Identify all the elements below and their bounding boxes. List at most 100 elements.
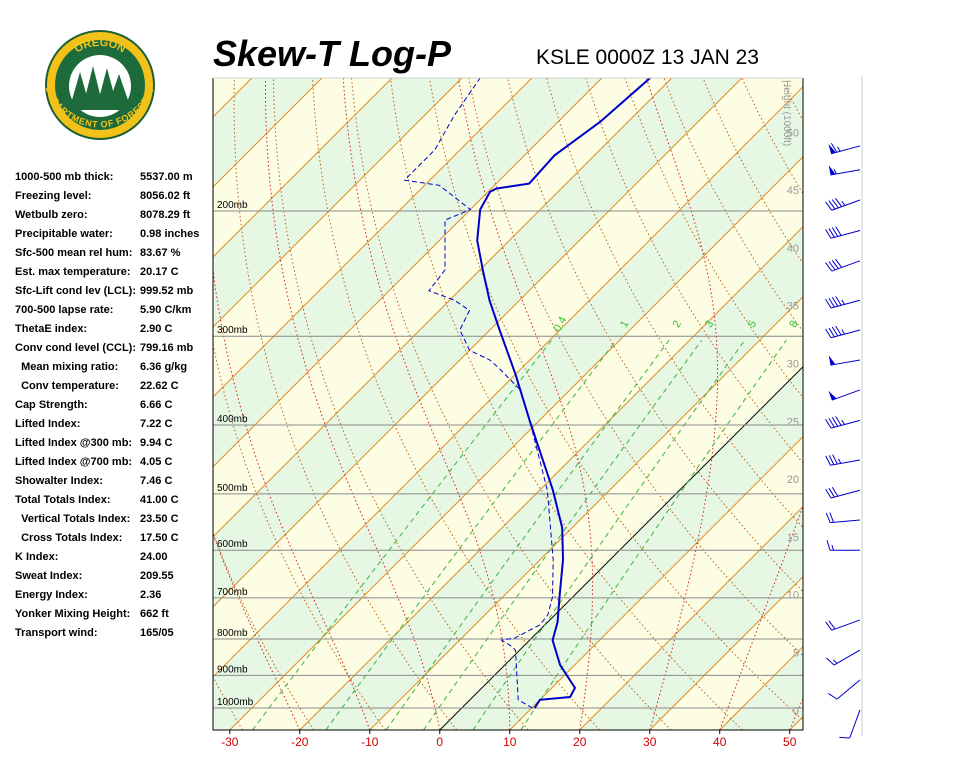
isotherm [789, 715, 803, 730]
height-label: 35 [787, 301, 799, 313]
index-label: Cap Strength: [15, 399, 88, 411]
height-label: 0 [793, 705, 799, 717]
index-label: Conv temperature: [15, 380, 119, 392]
dry-adiabat [820, 78, 960, 730]
height-label: 25 [787, 416, 799, 428]
x-tick-label: -30 [221, 735, 239, 749]
dry-adiabat [213, 675, 243, 730]
barb-full [831, 227, 839, 237]
isotherm [213, 78, 603, 468]
barb-half [831, 545, 834, 551]
height-label: 45 [787, 185, 799, 197]
index-value: 8056.02 ft [140, 190, 190, 202]
wind-barb [828, 165, 861, 176]
isotherm [213, 78, 743, 608]
barb-full [835, 258, 843, 268]
barb-half [833, 169, 837, 175]
barb-full [825, 298, 832, 309]
barb-full [829, 512, 835, 523]
barb-full [825, 201, 833, 211]
logo-top-text: OREGON [73, 37, 128, 56]
mixing-ratio-label: 3 [703, 319, 716, 330]
wind-barb [825, 512, 861, 524]
chart-subtitle: KSLE 0000Z 13 JAN 23 [536, 46, 759, 69]
index-label: Precipitable water: [15, 228, 113, 240]
index-label: Mean mixing ratio: [15, 361, 118, 373]
barb-full [825, 328, 832, 338]
wind-barb [825, 454, 861, 466]
index-value: 9.94 C [140, 437, 172, 449]
barb-staff [830, 299, 861, 309]
index-label: 700-500 lapse rate: [15, 304, 113, 316]
dry-adiabat [859, 78, 960, 730]
dry-adiabat [429, 78, 803, 721]
pressure-label: 700mb [217, 587, 248, 598]
height-label: 20 [787, 474, 799, 486]
index-label: Sweat Index: [15, 570, 82, 582]
index-value: 6.36 g/kg [140, 361, 187, 373]
index-value: 24.00 [140, 551, 168, 563]
index-value: 6.66 C [140, 399, 172, 411]
barb-full [828, 620, 836, 630]
index-value: 20.17 C [140, 266, 179, 278]
barb-full [828, 418, 835, 428]
x-tick-label: 20 [573, 735, 587, 749]
index-label: Showalter Index: [15, 475, 103, 487]
barb-full [831, 417, 839, 427]
barb-staff [830, 489, 861, 499]
wind-barb [828, 355, 861, 366]
height-label: 5 [793, 648, 799, 660]
barb-full [831, 260, 839, 269]
index-label: 1000-500 mb thick: [15, 171, 113, 183]
barb-full [835, 198, 843, 207]
barb-full [825, 229, 832, 239]
wind-barb [839, 709, 861, 739]
index-value: 7.22 C [140, 418, 172, 430]
index-label: Lifted Index @300 mb: [15, 437, 132, 449]
x-tick-label: -20 [291, 735, 309, 749]
wind-barb [825, 619, 861, 631]
barb-full [828, 228, 835, 238]
dry-adiabat [585, 78, 803, 464]
barb-half [841, 200, 846, 206]
barb-staff [830, 359, 861, 366]
barb-full [828, 692, 838, 700]
height-axis-label: Height (1000ft) [781, 80, 792, 146]
dry-adiabat [312, 78, 600, 730]
index-label: Wetbulb zero: [15, 209, 88, 221]
zero-isotherm [439, 366, 803, 730]
barb-full [825, 512, 831, 523]
barb-full [825, 621, 833, 631]
barb-staff [830, 419, 861, 429]
x-tick-label: 30 [643, 735, 657, 749]
barb-full [831, 297, 839, 307]
mixing-ratio-line [385, 340, 670, 730]
isotherm [213, 78, 673, 538]
dry-adiabat [390, 78, 743, 730]
dry-adiabat [898, 78, 960, 730]
index-label: Freezing level: [15, 190, 91, 202]
barb-full [828, 327, 835, 338]
wind-barb [826, 540, 860, 551]
isotherm [369, 296, 803, 730]
dewpoint-line [403, 78, 554, 709]
index-value: 799.16 mb [140, 342, 193, 354]
barb-flag [828, 165, 836, 175]
wind-barb [825, 296, 861, 309]
wind-barb [825, 325, 861, 339]
isotherm [213, 78, 393, 258]
dry-adiabat [213, 341, 386, 730]
index-value: 41.00 C [140, 494, 179, 506]
barb-staff [833, 649, 861, 666]
barb-full [825, 488, 832, 499]
barb-flag [828, 355, 836, 366]
wind-barb [825, 258, 861, 272]
wind-barb [825, 416, 861, 429]
height-label: 30 [787, 359, 799, 371]
dry-adiabat [937, 78, 960, 730]
index-value: 2.90 C [140, 323, 172, 335]
dry-adiabat [624, 78, 803, 399]
barb-full [828, 297, 835, 308]
index-value: 5.90 C/km [140, 304, 192, 316]
x-tick-label: 40 [713, 735, 727, 749]
